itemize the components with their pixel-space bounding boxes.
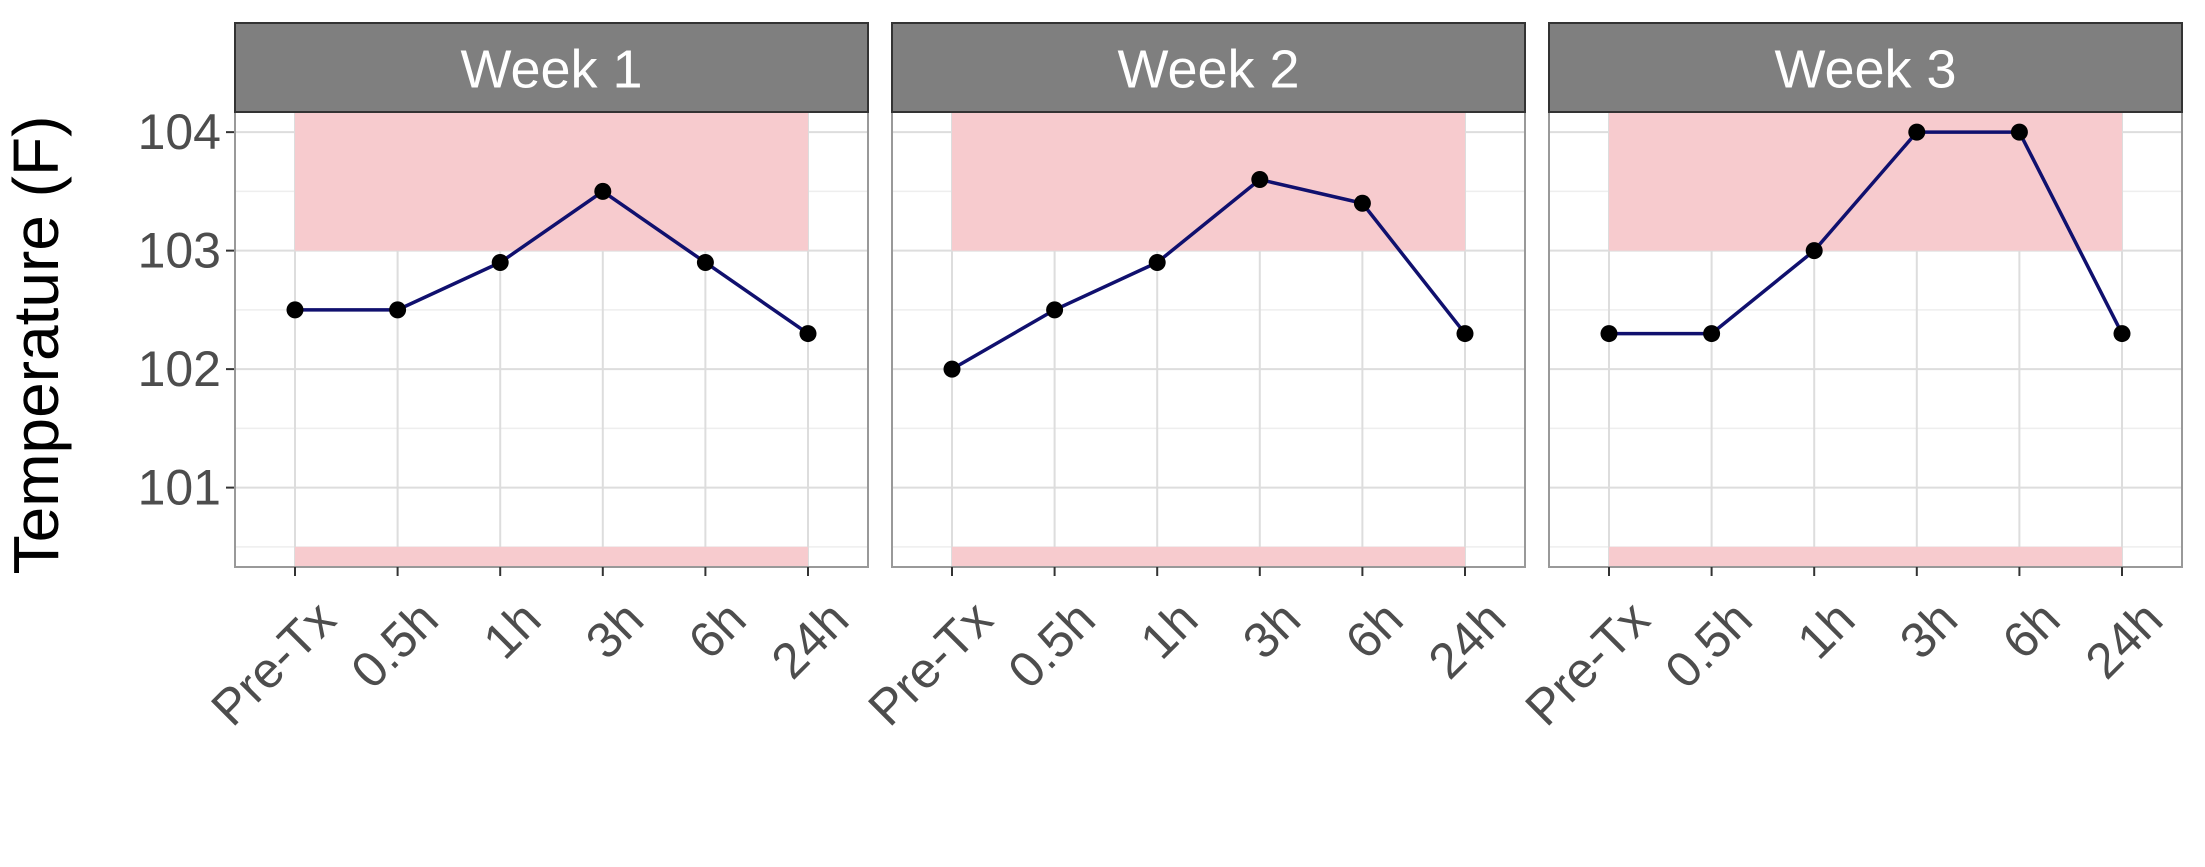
- data-point: [1600, 325, 1618, 343]
- data-point: [1046, 301, 1064, 319]
- data-point: [1353, 194, 1371, 212]
- facet-strip: [891, 22, 1526, 113]
- shaded-band: [295, 546, 808, 567]
- x-tick-label: 6h: [678, 591, 757, 670]
- facet-strip-label: Week 1: [460, 40, 642, 100]
- data-point: [696, 253, 714, 271]
- data-point: [1703, 325, 1721, 343]
- x-tick-label: 1h: [1130, 591, 1209, 670]
- y-tick-label: 104: [138, 104, 221, 160]
- shaded-band: [1609, 546, 2122, 567]
- y-axis-label: Temperature (F): [0, 116, 72, 575]
- data-point: [1251, 171, 1269, 189]
- data-point: [943, 360, 961, 378]
- x-tick-label: 24h: [2075, 591, 2174, 690]
- data-point: [1908, 123, 1926, 141]
- x-tick-label: Pre-Tx: [1515, 591, 1661, 737]
- facet-strip-label: Week 3: [1774, 40, 1956, 100]
- data-point: [389, 301, 407, 319]
- shaded-band: [952, 546, 1465, 567]
- x-tick-label: 3h: [1889, 591, 1968, 670]
- series-line: [295, 189, 809, 336]
- data-point: [799, 325, 817, 343]
- x-tick-label: 24h: [761, 591, 860, 690]
- data-point: [2113, 325, 2131, 343]
- panel-1: Week 1 Pre-Tx0.5h 1h 3h 6h 24h: [201, 22, 869, 737]
- x-tick-label: Pre-Tx: [201, 591, 347, 737]
- x-tick-label: 0.5h: [1654, 591, 1762, 699]
- shaded-band: [952, 112, 1465, 251]
- facet-strip: [1548, 22, 2183, 113]
- series-line: [1609, 130, 2124, 336]
- shaded-band: [1609, 112, 2122, 251]
- panel-2: Week 2 Pre-Tx0.5h 1h 3h 6h 24h: [858, 22, 1526, 737]
- y-tick-label: 102: [138, 341, 221, 397]
- data-point: [2010, 123, 2028, 141]
- y-tick-label: 101: [138, 460, 221, 516]
- facet-strip: [234, 22, 869, 113]
- x-tick-label: 6h: [1992, 591, 2071, 670]
- data-point: [286, 301, 304, 319]
- data-point: [1456, 325, 1474, 343]
- x-tick-label: 0.5h: [997, 591, 1105, 699]
- facet-strip-label: Week 2: [1117, 40, 1299, 100]
- x-tick-label: 24h: [1418, 591, 1517, 690]
- x-tick-label: 6h: [1335, 591, 1414, 670]
- panel-3: Week 3 Pre-Tx0.5h 1h 3h 6h 24h: [1515, 22, 2183, 737]
- data-point: [491, 253, 509, 271]
- x-tick-label: Pre-Tx: [858, 591, 1004, 737]
- x-tick-label: 3h: [575, 591, 654, 670]
- x-tick-label: 1h: [1787, 591, 1866, 670]
- data-point: [594, 182, 612, 200]
- shaded-band: [295, 112, 808, 251]
- x-tick-label: 3h: [1232, 591, 1311, 670]
- y-tick-label: 103: [138, 223, 221, 279]
- data-point: [1148, 253, 1166, 271]
- data-point: [1805, 242, 1823, 260]
- x-tick-label: 0.5h: [340, 591, 448, 699]
- series-line: [951, 177, 1467, 371]
- x-tick-label: 1h: [473, 591, 552, 670]
